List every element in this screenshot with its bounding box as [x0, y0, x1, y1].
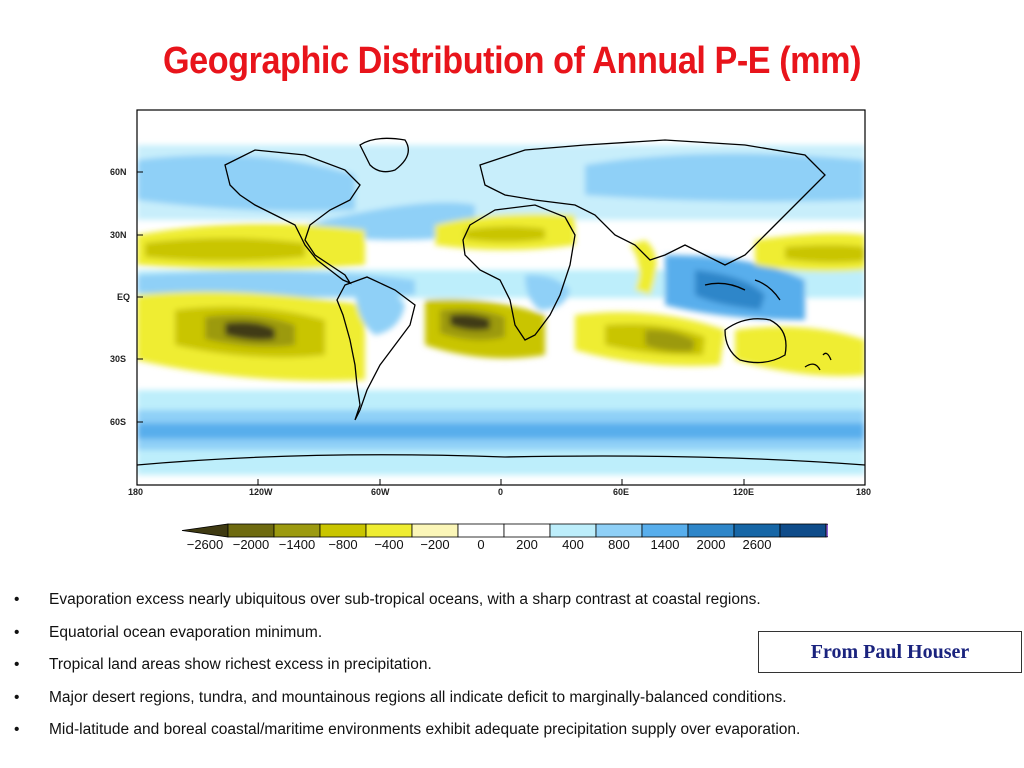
- bullet-marker: •: [14, 688, 20, 706]
- lon-label-180e: 180: [856, 487, 872, 497]
- bullet-text: Mid-latitude and boreal coastal/maritime…: [49, 721, 801, 739]
- colorbar-tick: −200: [420, 537, 450, 552]
- bullet-item: • Mid-latitude and boreal coastal/maritim…: [14, 720, 1014, 753]
- bullet-marker: •: [14, 721, 20, 739]
- lat-label-30n: 30N: [110, 230, 127, 240]
- colorbar-tick: 1400: [650, 537, 680, 552]
- lon-label-60w: 60W: [371, 487, 390, 497]
- pe-world-map: [136, 109, 866, 486]
- lon-label-120w: 120W: [249, 487, 273, 497]
- bullet-marker: •: [14, 591, 20, 608]
- colorbar-swatches: [181, 523, 873, 538]
- colorbar-tick: −800: [328, 537, 358, 552]
- lat-label-60s: 60S: [110, 417, 127, 427]
- bullet-item: • Major desert regions, tundra, and mount…: [14, 688, 1014, 721]
- colorbar-tick-labels: −2600 −2000 −1400 −800 −400 −200 0 200 4…: [187, 537, 825, 553]
- colorbar-tick: 800: [608, 537, 630, 552]
- colorbar-tick: −2600: [186, 537, 224, 552]
- bullet-item: • Tropical land areas show richest excess…: [14, 655, 1014, 688]
- colorbar-swatch: [319, 523, 367, 538]
- bullet-list: • Evaporation excess nearly ubiquitous ov…: [14, 590, 1014, 753]
- colorbar-swatch: [411, 523, 459, 538]
- lon-label-60e: 60E: [613, 487, 630, 497]
- bullet-text: Evaporation excess nearly ubiquitous ove…: [49, 591, 761, 608]
- lon-label-0: 0: [498, 487, 504, 497]
- colorbar-swatch: [227, 523, 275, 538]
- colorbar-tick: 2000: [696, 537, 726, 552]
- bullet-text: Equatorial ocean evaporation minimum.: [49, 623, 323, 641]
- colorbar-swatch: [181, 523, 229, 538]
- colorbar-swatch: [503, 523, 551, 538]
- bullet-text: Tropical land areas show richest excess …: [49, 656, 432, 674]
- bullet-item: • Equatorial ocean evaporation minimum.: [14, 623, 1014, 656]
- bullet-marker: •: [14, 656, 20, 674]
- lon-label-120e: 120E: [733, 487, 755, 497]
- colorbar-swatch: [733, 523, 781, 538]
- lat-label-60n: 60N: [110, 167, 127, 177]
- coastlines: [137, 137, 865, 466]
- pe-field: [137, 145, 865, 475]
- pe-map-figure: 60N 30N EQ 30S 60S 180 120W 60W 0 60E 12…: [105, 105, 895, 500]
- colorbar-tick: 400: [562, 537, 584, 552]
- colorbar-swatch: [825, 523, 873, 538]
- colorbar-swatch: [457, 523, 505, 538]
- slide-title: Geographic Distribution of Annual P-E (m…: [162, 40, 862, 82]
- colorbar-swatch: [687, 523, 735, 538]
- longitude-ticks: [136, 479, 866, 485]
- bullet-text: Major desert regions, tundra, and mounta…: [49, 688, 787, 706]
- colorbar-tick: 0: [477, 537, 485, 552]
- colorbar-swatch: [273, 523, 321, 538]
- lon-label-180w: 180: [128, 487, 144, 497]
- colorbar-swatch: [549, 523, 597, 538]
- bullet-marker: •: [14, 623, 20, 641]
- colorbar-swatch: [595, 523, 643, 538]
- colorbar-swatch: [365, 523, 413, 538]
- colorbar-swatch: [779, 523, 827, 538]
- colorbar-tick: 200: [516, 537, 538, 552]
- colorbar-tick: −400: [374, 537, 404, 552]
- colorbar-tick: 2600: [742, 537, 772, 552]
- colorbar-swatch: [641, 523, 689, 538]
- credit-box: From Paul Houser: [758, 631, 1022, 673]
- lat-label-eq: EQ: [117, 292, 131, 302]
- latitude-ticks: [137, 171, 143, 423]
- colorbar-tick: −2000: [232, 537, 270, 552]
- bullet-item: • Evaporation excess nearly ubiquitous ov…: [14, 590, 1014, 623]
- colorbar-tick: −1400: [278, 537, 316, 552]
- colorbar: [178, 521, 873, 557]
- lat-label-30s: 30S: [110, 354, 127, 364]
